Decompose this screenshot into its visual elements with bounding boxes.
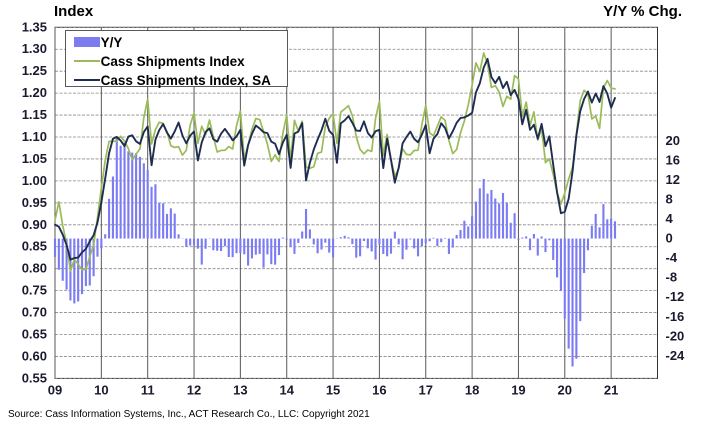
svg-text:20: 20	[558, 382, 572, 397]
svg-text:-8: -8	[666, 270, 678, 285]
svg-text:-20: -20	[666, 328, 685, 343]
svg-text:8: 8	[666, 191, 673, 206]
svg-text:11: 11	[141, 382, 155, 397]
svg-text:0.95: 0.95	[22, 195, 47, 210]
svg-text:0.85: 0.85	[22, 239, 47, 254]
svg-text:17: 17	[419, 382, 433, 397]
svg-text:0: 0	[666, 231, 673, 246]
svg-text:12: 12	[187, 382, 201, 397]
svg-text:-12: -12	[666, 289, 685, 304]
svg-text:19: 19	[511, 382, 525, 397]
svg-text:15: 15	[326, 382, 340, 397]
svg-text:14: 14	[279, 382, 294, 397]
svg-text:0.75: 0.75	[22, 283, 47, 298]
svg-text:13: 13	[233, 382, 247, 397]
svg-text:16: 16	[666, 152, 680, 167]
svg-text:1.20: 1.20	[22, 85, 47, 100]
svg-text:4: 4	[666, 211, 674, 226]
svg-text:1.05: 1.05	[22, 151, 47, 166]
svg-text:-4: -4	[666, 250, 678, 265]
svg-text:16: 16	[372, 382, 386, 397]
svg-text:-24: -24	[666, 348, 686, 363]
svg-text:-16: -16	[666, 309, 685, 324]
svg-text:0.80: 0.80	[22, 261, 47, 276]
svg-text:12: 12	[666, 172, 680, 187]
svg-text:0.65: 0.65	[22, 327, 47, 342]
svg-text:18: 18	[465, 382, 479, 397]
svg-text:21: 21	[604, 382, 618, 397]
svg-text:1.25: 1.25	[22, 63, 47, 78]
svg-text:0.55: 0.55	[22, 370, 47, 385]
svg-text:20: 20	[666, 133, 680, 148]
svg-text:09: 09	[48, 382, 62, 397]
svg-text:10: 10	[94, 382, 108, 397]
svg-text:1.30: 1.30	[22, 41, 47, 56]
svg-text:0.60: 0.60	[22, 348, 47, 363]
svg-text:0.90: 0.90	[22, 217, 47, 232]
svg-text:1.35: 1.35	[22, 19, 47, 34]
svg-text:1.10: 1.10	[22, 129, 47, 144]
svg-text:0.70: 0.70	[22, 305, 47, 320]
svg-text:1.00: 1.00	[22, 173, 47, 188]
svg-text:1.15: 1.15	[22, 107, 47, 122]
